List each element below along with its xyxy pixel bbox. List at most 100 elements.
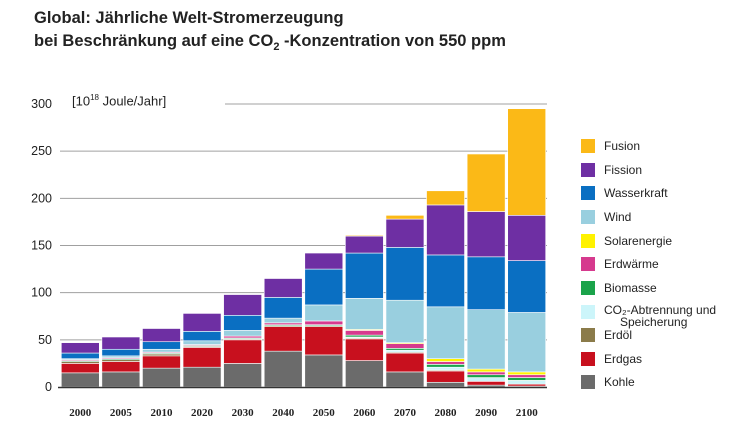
- legend-label-fission: Fission: [604, 163, 643, 177]
- x-tick-label-2100: 2100: [516, 407, 539, 419]
- bar-segment-2080-kohle: [426, 381, 465, 388]
- legend-label-biomasse: Biomasse: [604, 281, 657, 295]
- x-tick-label-2050: 2050: [313, 407, 336, 419]
- bar-segment-2070-wind: [385, 299, 425, 343]
- bar-segment-2090-erdw-rme: [466, 371, 506, 376]
- legend-item-fusion: Fusion: [581, 138, 640, 154]
- bar-segment-2030-erdgas: [223, 339, 262, 364]
- legend-label-wind: Wind: [604, 210, 632, 224]
- bar-segment-2070-fusion: [385, 215, 425, 220]
- x-tick-label-2005: 2005: [110, 407, 133, 419]
- bar-segment-2010-erdgas: [142, 355, 181, 369]
- y-tick-label-250: 250: [31, 144, 52, 158]
- legend-item-biomasse: Biomasse: [581, 280, 657, 296]
- bar-segment-2050-wasserkraft: [304, 268, 344, 306]
- unit-post: Joule/Jahr]: [98, 93, 167, 109]
- bar-segment-2100-co-abtrennung-und-speicherung: [507, 380, 547, 385]
- legend-swatch-erdoel: [581, 328, 595, 342]
- bar-segment-2080-biomasse: [426, 364, 465, 368]
- legend-item-kohle: Kohle: [581, 374, 635, 390]
- bar-segment-2060-kohle: [345, 360, 384, 388]
- bar-segment-2080-fission: [426, 204, 465, 256]
- bar-segment-2050-wind: [304, 304, 344, 322]
- x-tick-label-2030: 2030: [232, 407, 255, 419]
- bar-segment-2005-erdgas: [101, 361, 141, 373]
- bar-segment-2080-erdgas: [426, 370, 465, 383]
- title-subscript: 2: [273, 41, 280, 53]
- bar-segment-2040-fission: [263, 278, 303, 298]
- y-tick-label-300: 300: [31, 97, 52, 111]
- legend-item-ccs: CO₂-Abtrennung und Speicherung: [581, 304, 716, 328]
- x-tick-label-2010: 2010: [150, 407, 173, 419]
- legend-swatch-fission: [581, 163, 595, 177]
- legend-item-erdgas: Erdgas: [581, 351, 642, 367]
- bar-segment-2030-wasserkraft: [223, 315, 262, 331]
- y-tick-label-150: 150: [31, 239, 52, 253]
- bar-segment-2100-wasserkraft: [507, 260, 547, 313]
- bar-segment-2090-fusion: [466, 153, 506, 212]
- bar-segment-2070-erdw-rme: [385, 343, 425, 349]
- unit-sup: 18: [90, 93, 99, 102]
- legend-swatch-wind: [581, 210, 595, 224]
- y-tick-label-0: 0: [45, 380, 52, 394]
- x-tick-label-2000: 2000: [69, 407, 92, 419]
- bar-segment-2010-fission: [142, 328, 181, 343]
- bar-segment-2050-erdgas: [304, 326, 344, 356]
- bar-segment-2000-kohle: [60, 372, 100, 388]
- legend-item-wind: Wind: [581, 209, 631, 225]
- legend-swatch-wasserkraft: [581, 186, 595, 200]
- x-tick-label-2060: 2060: [353, 407, 376, 419]
- bar-segment-2005-fission: [101, 336, 141, 350]
- bar-segment-2020-wind: [182, 340, 222, 345]
- legend-swatch-ccs: [581, 305, 595, 319]
- chart-title-line1: Global: Jährliche Welt-Stromerzeugung: [34, 9, 344, 27]
- bar-segment-2080-solarenergie: [426, 358, 465, 362]
- bar-segment-2100-wind: [507, 312, 547, 373]
- legend-label-solar: Solarenergie: [604, 234, 673, 248]
- x-tick-label-2080: 2080: [435, 407, 458, 419]
- bar-segment-2090-erdgas: [466, 381, 506, 386]
- bar-segment-2040-wind: [263, 317, 303, 324]
- bar-segment-2070-fission: [385, 218, 425, 248]
- bar-segment-2080-wind: [426, 306, 465, 360]
- legend-swatch-erdwaerme: [581, 257, 595, 271]
- bar-segment-2100-erdw-rme: [507, 374, 547, 378]
- bar-segment-2040-wasserkraft: [263, 297, 303, 319]
- bar-segment-2100-solarenergie: [507, 371, 547, 376]
- bar-segment-2020-fission: [182, 313, 222, 332]
- bar-segment-2080-fusion: [426, 190, 465, 206]
- y-tick-label-200: 200: [31, 191, 52, 205]
- legend-swatch-erdgas: [581, 352, 595, 366]
- title-line2-pre: bei Beschränkung auf eine CO: [34, 32, 274, 50]
- legend-label-ccs: CO₂-Abtrennung und Speicherung: [604, 304, 716, 328]
- bar-segment-2080-co-abtrennung-und-speicherung: [426, 366, 465, 371]
- bar-segment-2040-erdgas: [263, 326, 303, 352]
- y-tick-label-100: 100: [31, 286, 52, 300]
- bar-segment-2090-biomasse: [466, 374, 506, 378]
- bar-segment-2060-wind: [345, 298, 384, 330]
- legend-swatch-kohle: [581, 375, 595, 389]
- bar-segment-2020-kohle: [182, 366, 222, 388]
- bar-segment-2060-fusion: [345, 234, 384, 237]
- legend-item-erdwaerme: Erdwärme: [581, 256, 659, 272]
- legend-label-ccs-line1: CO₂-Abtrennung und: [604, 303, 717, 317]
- bar-segment-2090-wind: [466, 309, 506, 370]
- bar-segment-2020-wasserkraft: [182, 331, 222, 342]
- legend-swatch-biomasse: [581, 281, 595, 295]
- legend-item-fission: Fission: [581, 162, 642, 178]
- bar-segment-2020-erdgas: [182, 347, 222, 368]
- y-axis-unit-label: [1018 Joule/Jahr]: [72, 93, 166, 108]
- bar-segment-2080-wasserkraft: [426, 254, 465, 308]
- bar-segment-2070-kohle: [385, 371, 425, 388]
- legend-item-wasserkraft: Wasserkraft: [581, 185, 668, 201]
- unit-pre: [10: [72, 93, 91, 109]
- legend-label-wasserkraft: Wasserkraft: [604, 186, 668, 200]
- bar-segment-2060-erdgas: [345, 338, 384, 361]
- bar-segment-2050-kohle: [304, 354, 344, 388]
- legend-item-erdoel: Erdöl: [581, 327, 632, 343]
- bar-segment-2030-fission: [223, 294, 262, 316]
- legend-label-erdwaerme: Erdwärme: [604, 257, 659, 271]
- legend-label-erdoel: Erdöl: [604, 328, 633, 342]
- x-tick-label-2040: 2040: [272, 407, 295, 419]
